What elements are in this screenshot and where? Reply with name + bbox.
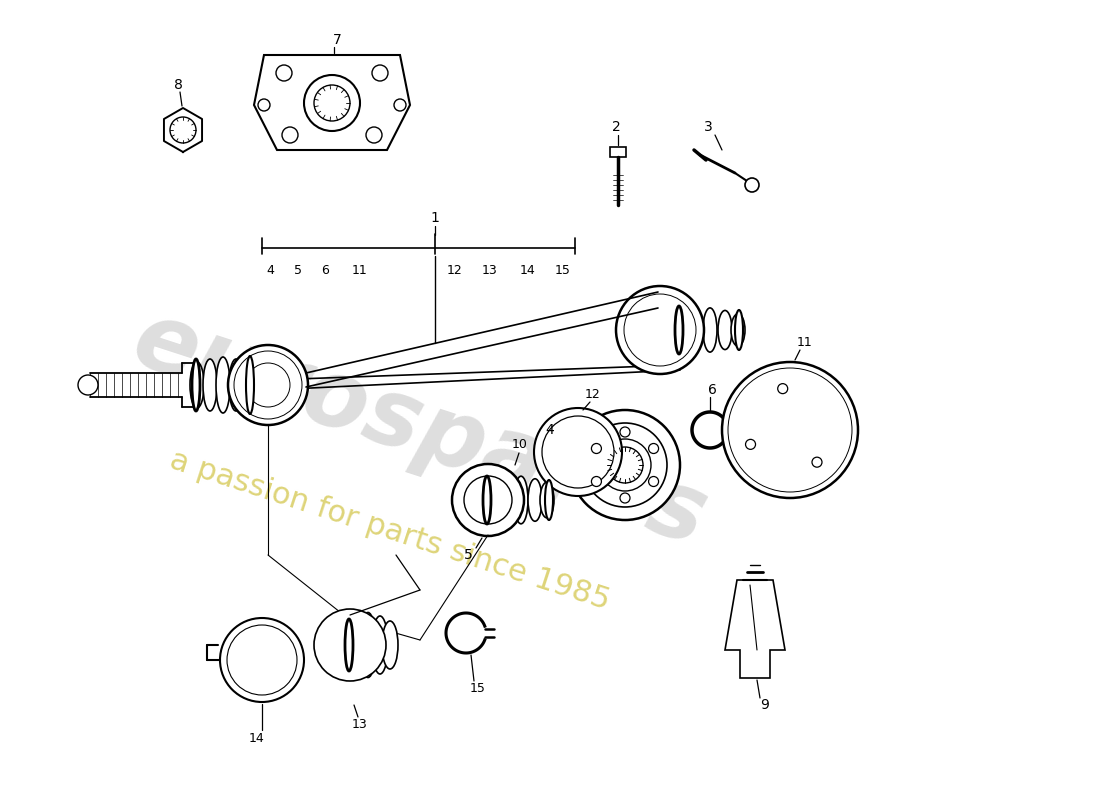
Circle shape (240, 357, 296, 413)
Circle shape (304, 75, 360, 131)
Text: 12: 12 (447, 263, 463, 277)
Circle shape (282, 127, 298, 143)
Circle shape (583, 423, 667, 507)
Circle shape (592, 443, 602, 454)
Ellipse shape (544, 480, 553, 520)
Text: 11: 11 (352, 263, 367, 277)
Ellipse shape (718, 310, 732, 350)
Text: 10: 10 (513, 438, 528, 451)
Circle shape (592, 477, 602, 486)
Circle shape (220, 618, 304, 702)
Ellipse shape (540, 482, 554, 518)
Circle shape (746, 439, 756, 450)
Ellipse shape (334, 619, 350, 671)
Text: 9: 9 (760, 698, 769, 712)
Ellipse shape (190, 362, 204, 408)
Circle shape (452, 464, 524, 536)
Text: 5: 5 (463, 548, 472, 562)
Ellipse shape (346, 615, 363, 675)
Ellipse shape (204, 359, 217, 411)
Circle shape (394, 99, 406, 111)
Text: 14: 14 (520, 263, 536, 277)
Text: eurospares: eurospares (122, 294, 718, 566)
Circle shape (624, 294, 696, 366)
Text: 4: 4 (266, 263, 274, 277)
Circle shape (722, 362, 858, 498)
Text: a passion for parts since 1985: a passion for parts since 1985 (166, 445, 614, 615)
Ellipse shape (345, 619, 353, 671)
Circle shape (649, 443, 659, 454)
Circle shape (812, 457, 822, 467)
Circle shape (276, 65, 292, 81)
Ellipse shape (673, 313, 688, 347)
Text: 5: 5 (294, 263, 302, 277)
Ellipse shape (242, 363, 256, 407)
Ellipse shape (486, 482, 500, 518)
Circle shape (735, 375, 845, 485)
Text: 14: 14 (249, 731, 265, 745)
Ellipse shape (528, 478, 542, 522)
Ellipse shape (382, 621, 398, 669)
Circle shape (314, 85, 350, 121)
Text: 11: 11 (798, 335, 813, 349)
Circle shape (314, 609, 386, 681)
Circle shape (372, 65, 388, 81)
Ellipse shape (192, 359, 200, 411)
Text: 13: 13 (352, 718, 367, 731)
Ellipse shape (675, 306, 683, 354)
Circle shape (728, 368, 852, 492)
Circle shape (616, 286, 704, 374)
Text: 8: 8 (174, 78, 183, 92)
Circle shape (366, 127, 382, 143)
Circle shape (600, 439, 651, 491)
Ellipse shape (688, 310, 702, 350)
Text: 6: 6 (321, 263, 329, 277)
Text: 13: 13 (482, 263, 498, 277)
Text: 12: 12 (585, 387, 601, 401)
Circle shape (542, 416, 614, 488)
Circle shape (745, 178, 759, 192)
Ellipse shape (703, 308, 717, 352)
Ellipse shape (372, 616, 388, 674)
Ellipse shape (246, 356, 254, 414)
Ellipse shape (732, 314, 745, 346)
Circle shape (258, 99, 270, 111)
Circle shape (620, 427, 630, 437)
Text: 15: 15 (556, 263, 571, 277)
Circle shape (246, 363, 290, 407)
Ellipse shape (483, 476, 491, 524)
Circle shape (570, 410, 680, 520)
Polygon shape (164, 108, 202, 152)
Ellipse shape (360, 613, 376, 678)
Circle shape (630, 300, 690, 360)
Text: 15: 15 (470, 682, 486, 694)
Polygon shape (254, 55, 410, 150)
Circle shape (227, 625, 297, 695)
Circle shape (772, 412, 808, 448)
Circle shape (78, 375, 98, 395)
Circle shape (170, 117, 196, 143)
FancyBboxPatch shape (610, 147, 626, 157)
Circle shape (534, 408, 622, 496)
Text: 7: 7 (332, 33, 341, 47)
Circle shape (778, 384, 788, 394)
Ellipse shape (735, 310, 743, 350)
Circle shape (620, 493, 630, 503)
Circle shape (234, 351, 302, 419)
Text: 2: 2 (612, 120, 620, 134)
Circle shape (762, 402, 818, 458)
Text: 4: 4 (546, 423, 554, 437)
Circle shape (228, 345, 308, 425)
Polygon shape (725, 580, 785, 678)
Ellipse shape (229, 359, 243, 411)
Circle shape (607, 447, 644, 483)
Ellipse shape (216, 357, 230, 413)
Ellipse shape (500, 478, 514, 522)
Ellipse shape (514, 476, 528, 524)
Circle shape (464, 476, 512, 524)
Circle shape (649, 477, 659, 486)
Text: 6: 6 (707, 383, 716, 397)
Text: 3: 3 (704, 120, 713, 134)
Text: 1: 1 (430, 211, 439, 225)
